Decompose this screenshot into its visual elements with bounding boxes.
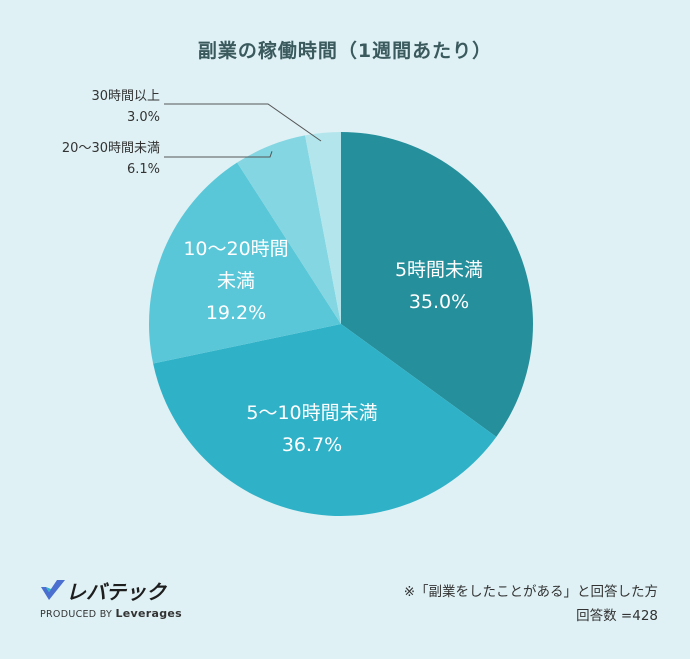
pie-slice-0 bbox=[341, 132, 534, 437]
pie-slice-3 bbox=[237, 135, 341, 324]
slice-value-0: 35.0% bbox=[409, 291, 469, 313]
slice-value-3: 6.1% bbox=[127, 162, 160, 177]
slice-value-2: 19.2% bbox=[206, 302, 266, 324]
pie-slice-2 bbox=[149, 162, 341, 364]
slice-value-1: 36.7% bbox=[282, 434, 342, 456]
slice-value-4: 3.0% bbox=[127, 110, 160, 125]
slice-label-4: 30時間以上 bbox=[91, 89, 160, 104]
company-name: Leverages bbox=[115, 607, 183, 620]
footnote-line-1: ※「副業をしたことがある」と回答した方 bbox=[403, 584, 658, 600]
footnote: ※「副業をしたことがある」と回答した方 回答数 =428 bbox=[404, 580, 658, 628]
slice-label-2: 未満 bbox=[217, 270, 255, 292]
produced-by-label: PRODUCED BY bbox=[40, 609, 113, 620]
chart-title: 副業の稼働時間（1週間あたり） bbox=[197, 40, 493, 62]
slice-label-0: 5時間未満 bbox=[395, 259, 483, 281]
slice-label-3: 20〜30時間未満 bbox=[62, 141, 160, 156]
leader-line-3 bbox=[164, 151, 273, 158]
brand-logo-text: レバテック bbox=[66, 580, 166, 604]
leader-line-4 bbox=[164, 103, 322, 142]
slice-label-2: 10〜20時間 bbox=[183, 238, 288, 260]
footnote-line-2: 回答数 =428 bbox=[576, 608, 658, 624]
slice-label-1: 5〜10時間未満 bbox=[246, 402, 377, 424]
pie-slice-4 bbox=[305, 132, 341, 324]
leverages-check-logo-icon bbox=[41, 580, 65, 600]
pie-slice-1 bbox=[153, 324, 497, 516]
produced-by-text: PRODUCED BY Leverages bbox=[40, 607, 182, 620]
